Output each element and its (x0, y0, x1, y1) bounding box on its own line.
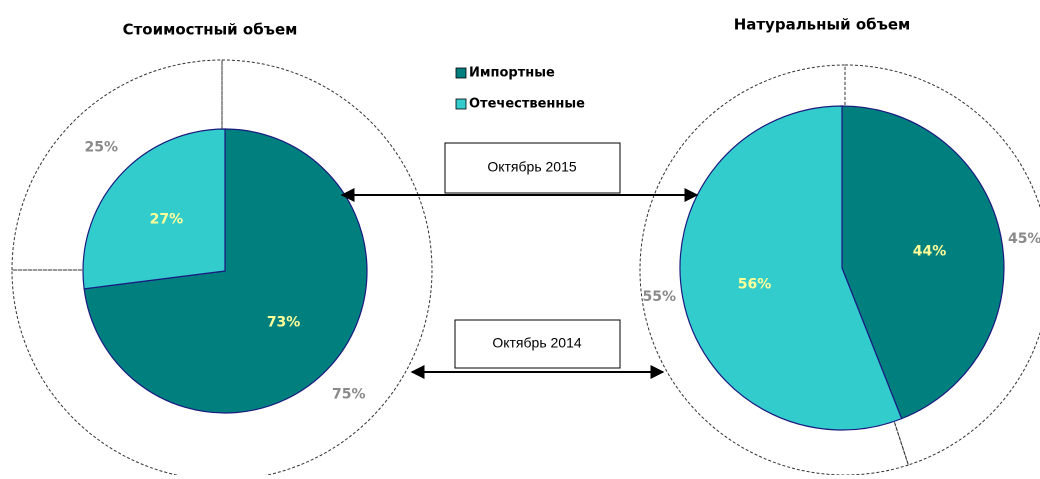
outer-slice (639, 64, 909, 476)
pie-slice (679, 105, 903, 431)
legend-swatch (455, 98, 467, 110)
note-box (454, 319, 621, 369)
slice-label: 73% (267, 315, 301, 331)
outer-label: 25% (84, 139, 118, 155)
chart-title: Стоимостный объем (123, 21, 298, 39)
outer-label: 75% (332, 387, 366, 403)
slice-label: 56% (738, 277, 772, 293)
legend-label: Импортные (469, 66, 555, 81)
chart-title: Натуральный объем (734, 16, 911, 34)
note-box (444, 142, 621, 194)
outer-label: 45% (1008, 231, 1040, 247)
legend-swatch (455, 67, 467, 79)
outer-slice (844, 64, 1040, 466)
annotation: Октябрь 2015 (487, 159, 577, 175)
annotation: Октябрь 2014 (492, 335, 582, 351)
legend-label: Отечественные (469, 97, 585, 112)
slice-label: 27% (150, 211, 184, 227)
outer-slice (11, 59, 223, 271)
pie-slice (82, 128, 226, 290)
outer-slice (11, 59, 433, 479)
charts: Импортные Отечественные Стоимостный объем 7… (11, 16, 1040, 479)
outer-label: 55% (643, 289, 677, 305)
pie-slice (841, 105, 1005, 420)
slice-label: 44% (913, 243, 947, 259)
